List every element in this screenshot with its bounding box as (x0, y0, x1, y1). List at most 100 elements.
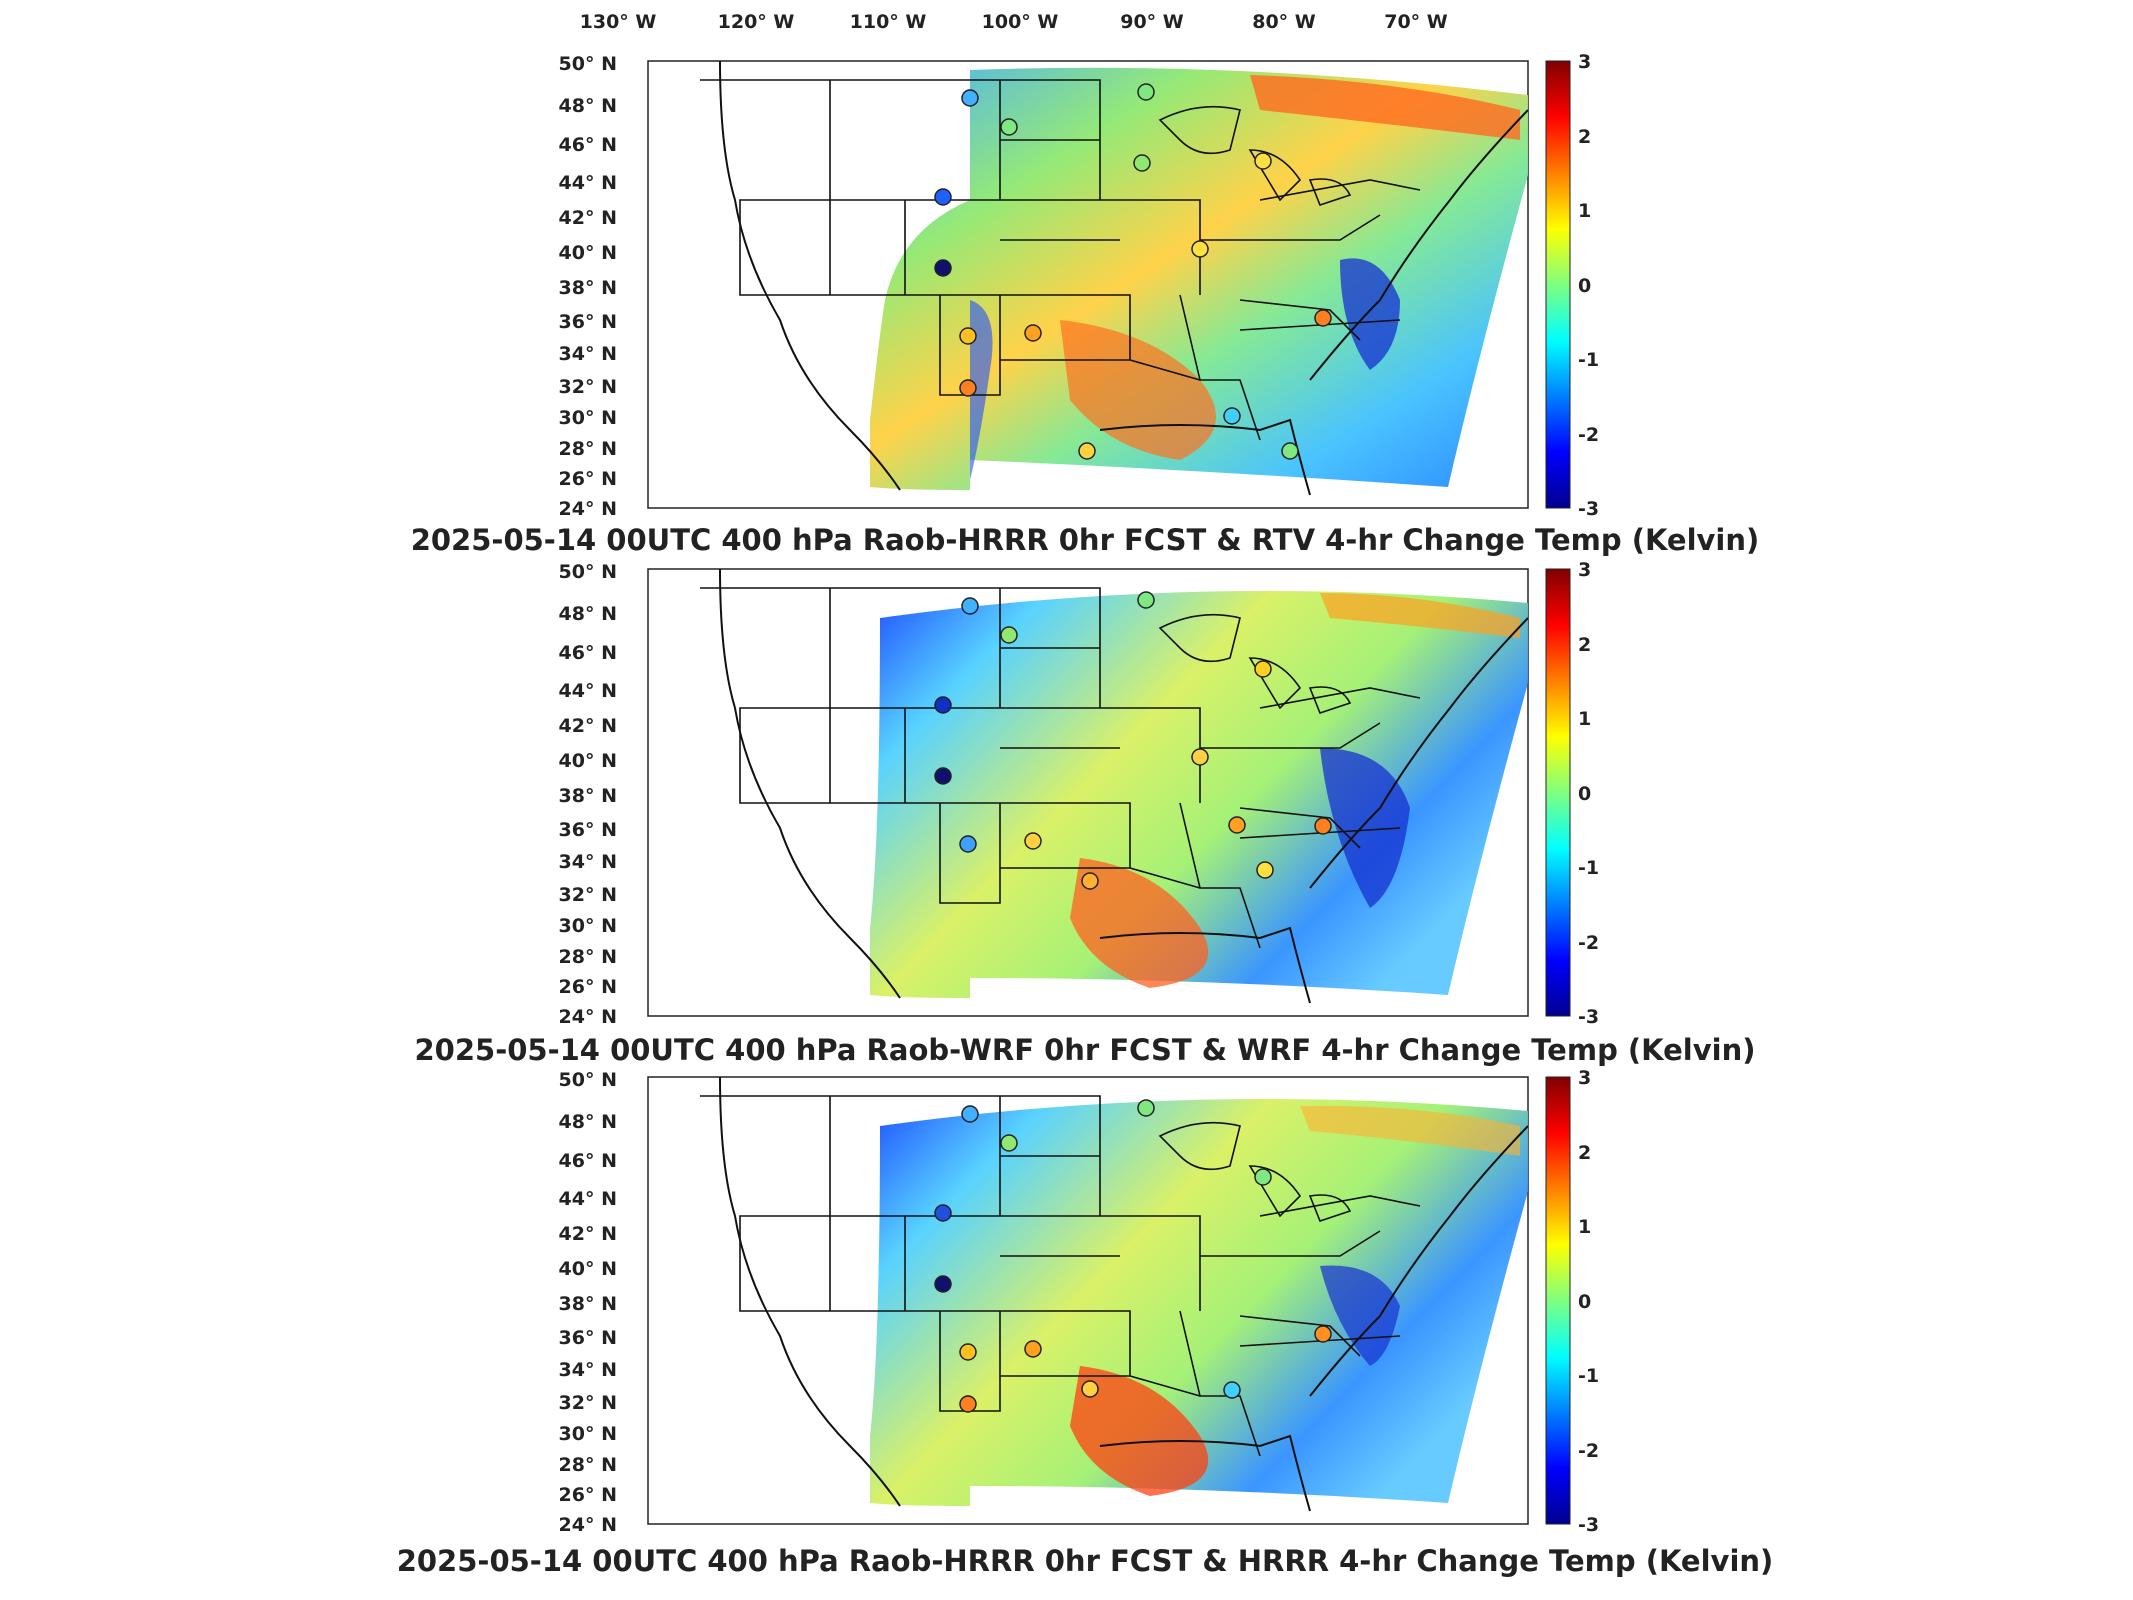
cold-region (1320, 1265, 1400, 1366)
warm-region (1070, 858, 1209, 988)
raob-station (1024, 324, 1042, 342)
raob-station (1133, 154, 1151, 172)
raob-station (1137, 83, 1155, 101)
raob-station (1314, 817, 1332, 835)
lat-label: 38° N (559, 785, 617, 807)
lon-label: 100° W (982, 11, 1059, 33)
lat-label: 30° N (559, 1423, 617, 1445)
lat-label: 50° N (559, 561, 617, 583)
raob-station (1000, 1134, 1018, 1152)
raob-station (959, 379, 977, 397)
raob-station (1228, 816, 1246, 834)
raob-station (1137, 1099, 1155, 1117)
lat-label: 46° N (559, 1150, 617, 1172)
lat-label: 34° N (559, 343, 617, 365)
raob-station (1081, 1380, 1099, 1398)
raob-station (959, 835, 977, 853)
lat-label: 36° N (559, 1327, 617, 1349)
colorbar-tick: 3 (1578, 51, 1591, 73)
colorbar-tick: -2 (1578, 932, 1599, 954)
lon-label: 110° W (850, 11, 927, 33)
lat-label: 30° N (559, 915, 617, 937)
raob-station (961, 1105, 979, 1123)
lat-label: 36° N (559, 311, 617, 333)
raob-station (959, 1395, 977, 1413)
raob-station (934, 767, 952, 785)
lat-label: 26° N (559, 976, 617, 998)
lat-label: 26° N (559, 468, 617, 490)
lat-label: 44° N (559, 1188, 617, 1210)
coastline (719, 1076, 1529, 1512)
raob-station (1137, 591, 1155, 609)
state-borders (700, 1095, 1421, 1457)
raob-station (934, 696, 952, 714)
colorbar-ticks: 3 2 1 0 -1 -2 -3 (1578, 559, 1599, 1028)
lat-label: 40° N (559, 242, 617, 264)
data-field (870, 1099, 1528, 1506)
raob-station (1314, 309, 1332, 327)
map-panel-1: 50° N 48° N 46° N 44° N 42° N 40° N 38° … (411, 51, 1760, 557)
lon-label: 80° W (1252, 11, 1316, 33)
colorbar-tick: 3 (1578, 1067, 1591, 1089)
colorbar-tick: -2 (1578, 1440, 1599, 1462)
state-borders (700, 79, 1421, 441)
colorbar-tick: 3 (1578, 559, 1591, 581)
lat-label: 36° N (559, 819, 617, 841)
great-lakes (1158, 613, 1352, 714)
raob-station (1223, 407, 1241, 425)
raob-station (1078, 442, 1096, 460)
lat-label: 44° N (559, 172, 617, 194)
colorbar-tick: 1 (1578, 200, 1591, 222)
colorbar-tick: -3 (1578, 498, 1599, 520)
cold-region (1340, 258, 1400, 370)
raob-station (934, 188, 952, 206)
colorbar-tick: -3 (1578, 1514, 1599, 1536)
colorbar-tick: -1 (1578, 349, 1599, 371)
colorbar-tick: 0 (1578, 1291, 1591, 1313)
raob-stations (934, 1099, 1332, 1413)
colorbar-tick: 1 (1578, 1216, 1591, 1238)
warm-band (1300, 1105, 1520, 1156)
raob-station (1254, 1168, 1272, 1186)
lat-label: 46° N (559, 642, 617, 664)
raob-station (1024, 832, 1042, 850)
raob-station (1254, 660, 1272, 678)
raob-station (1223, 1381, 1241, 1399)
lat-label: 42° N (559, 715, 617, 737)
lat-label: 24° N (559, 1514, 617, 1536)
raob-station (1254, 152, 1272, 170)
colorbar-tick: 2 (1578, 1142, 1591, 1164)
panel-title: 2025-05-14 00UTC 400 hPa Raob-HRRR 0hr F… (411, 523, 1760, 557)
colorbar-tick: 2 (1578, 634, 1591, 656)
longitude-axis: 130° W 120° W 110° W 100° W 90° W 80° W … (580, 11, 1448, 33)
lon-label: 70° W (1384, 11, 1448, 33)
lat-label: 32° N (559, 376, 617, 398)
map-panel-2: 50° N 48° N 46° N 44° N 42° N 40° N 38° … (414, 559, 1755, 1067)
lat-label: 38° N (559, 277, 617, 299)
colorbar-tick: -1 (1578, 1365, 1599, 1387)
raob-station (1191, 240, 1209, 258)
lat-label: 50° N (559, 53, 617, 75)
raob-station (1024, 1340, 1042, 1358)
lat-label: 50° N (559, 1069, 617, 1091)
lat-label: 42° N (559, 207, 617, 229)
raob-station (1191, 748, 1209, 766)
colorbar-tick: -1 (1578, 857, 1599, 879)
colorbar-ticks: 3 2 1 0 -1 -2 -3 (1578, 51, 1599, 520)
latitude-axis: 50° N 48° N 46° N 44° N 42° N 40° N 38° … (559, 561, 617, 1028)
raob-station (1281, 442, 1299, 460)
colorbar (1545, 1076, 1571, 1525)
lat-label: 26° N (559, 1484, 617, 1506)
lat-label: 44° N (559, 680, 617, 702)
lat-label: 24° N (559, 498, 617, 520)
raob-station (1000, 118, 1018, 136)
lon-label: 130° W (580, 11, 657, 33)
raob-station (934, 1275, 952, 1293)
raob-station (959, 1343, 977, 1361)
colorbar (1545, 568, 1571, 1017)
lat-label: 32° N (559, 884, 617, 906)
lat-label: 30° N (559, 407, 617, 429)
colorbar-tick: -3 (1578, 1006, 1599, 1028)
raob-station (961, 597, 979, 615)
